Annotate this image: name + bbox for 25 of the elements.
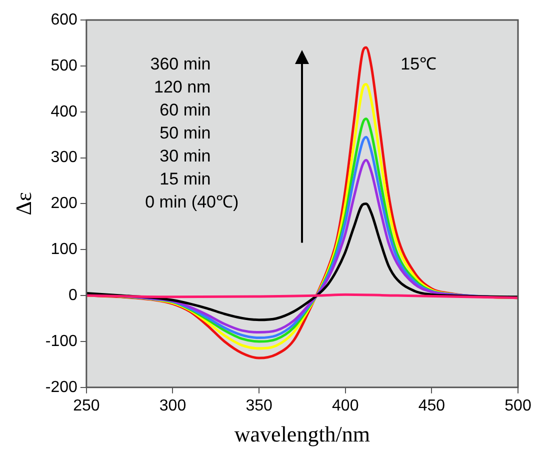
annotation: 120 nm xyxy=(154,78,211,97)
y-tick-label: 0 xyxy=(68,286,78,304)
annotation: 0 min (40℃) xyxy=(145,192,239,212)
annotation: 360 min xyxy=(150,54,211,74)
x-axis-title: wavelength/nm xyxy=(234,422,370,447)
y-axis-title: Δε xyxy=(10,192,36,216)
y-tick-label: 200 xyxy=(50,195,78,212)
annotation: 60 min xyxy=(160,100,211,120)
x-tick-label: 250 xyxy=(73,397,100,414)
y-tick-label: -100 xyxy=(45,332,78,350)
annotation: 15 min xyxy=(160,170,211,188)
y-tick-label: 400 xyxy=(50,103,78,120)
annotation: 50 min xyxy=(160,124,211,143)
x-tick-label: 350 xyxy=(246,397,272,414)
x-tick-label: 500 xyxy=(504,397,532,414)
y-tick-label: 300 xyxy=(50,149,78,166)
y-tick-label: 600 xyxy=(50,11,78,28)
x-tick-label: 450 xyxy=(418,397,446,414)
x-tick-label: 400 xyxy=(332,397,359,414)
annotation: 30 min xyxy=(160,146,211,166)
y-tick-label: -200 xyxy=(45,378,78,396)
x-tick-label: 300 xyxy=(159,397,186,414)
annotation: 15℃ xyxy=(400,54,437,74)
y-tick-label: 500 xyxy=(50,57,78,74)
y-tick-label: 100 xyxy=(50,241,78,258)
